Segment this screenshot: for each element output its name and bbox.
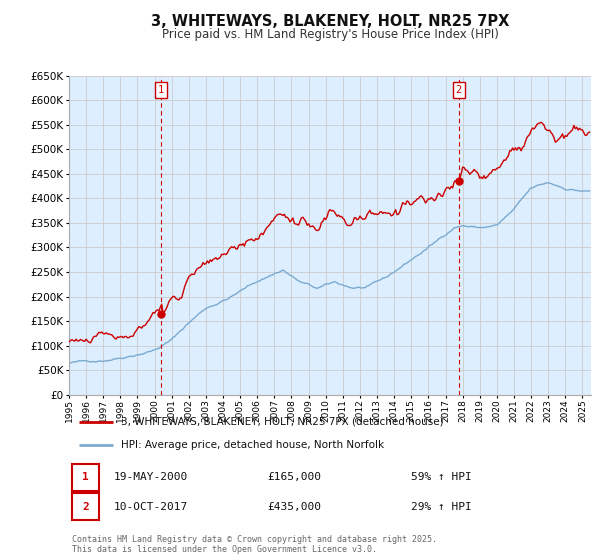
Text: HPI: Average price, detached house, North Norfolk: HPI: Average price, detached house, Nort… bbox=[121, 441, 385, 450]
Text: Price paid vs. HM Land Registry's House Price Index (HPI): Price paid vs. HM Land Registry's House … bbox=[161, 28, 499, 41]
Text: £435,000: £435,000 bbox=[267, 502, 321, 512]
Text: 2: 2 bbox=[456, 85, 462, 95]
Text: 1: 1 bbox=[82, 472, 89, 482]
Text: 19-MAY-2000: 19-MAY-2000 bbox=[114, 472, 188, 482]
Text: 1: 1 bbox=[158, 85, 164, 95]
Text: 3, WHITEWAYS, BLAKENEY, HOLT, NR25 7PX: 3, WHITEWAYS, BLAKENEY, HOLT, NR25 7PX bbox=[151, 14, 509, 29]
Text: £165,000: £165,000 bbox=[267, 472, 321, 482]
Text: 10-OCT-2017: 10-OCT-2017 bbox=[114, 502, 188, 512]
Text: 2: 2 bbox=[82, 502, 89, 512]
Text: 59% ↑ HPI: 59% ↑ HPI bbox=[411, 472, 472, 482]
Text: Contains HM Land Registry data © Crown copyright and database right 2025.
This d: Contains HM Land Registry data © Crown c… bbox=[72, 535, 437, 554]
Text: 29% ↑ HPI: 29% ↑ HPI bbox=[411, 502, 472, 512]
Text: 3, WHITEWAYS, BLAKENEY, HOLT, NR25 7PX (detached house): 3, WHITEWAYS, BLAKENEY, HOLT, NR25 7PX (… bbox=[121, 417, 444, 427]
